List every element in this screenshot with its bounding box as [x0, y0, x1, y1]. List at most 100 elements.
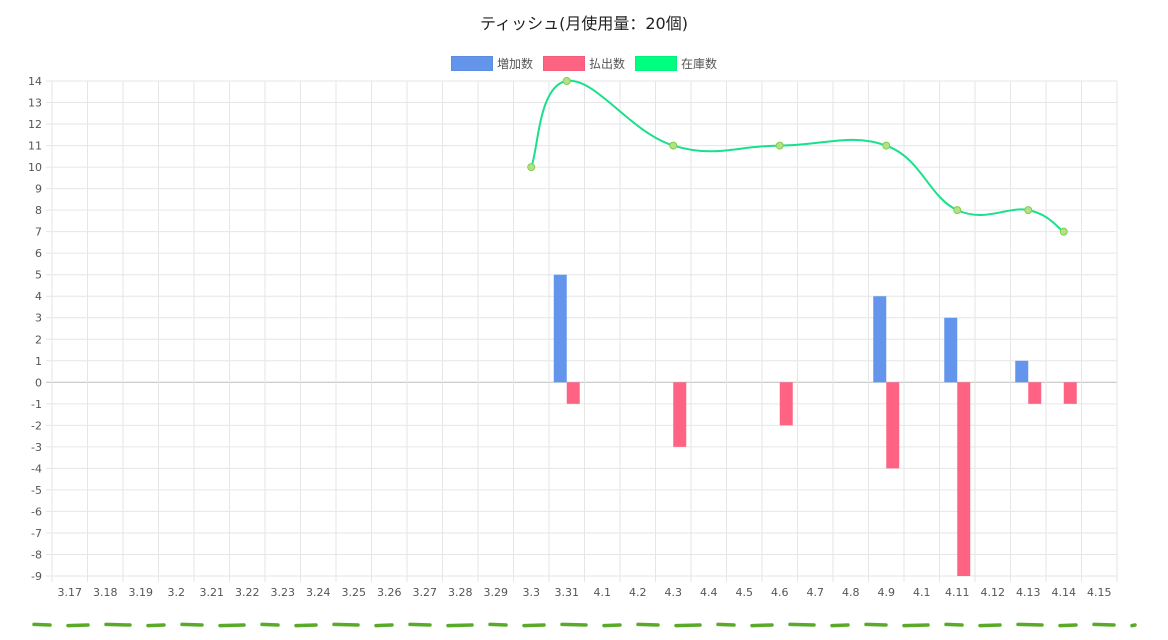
decorative-dash: [218, 623, 246, 628]
legend-item-stock[interactable]: 在庫数: [635, 55, 717, 72]
x-tick-label: 3.2: [168, 586, 186, 599]
legend-swatch-stock: [635, 56, 677, 71]
y-tick-label: 3: [35, 312, 42, 325]
y-tick-label: -9: [31, 570, 42, 583]
legend-label-increase: 増加数: [496, 57, 533, 71]
decorative-dash: [602, 623, 622, 628]
bar-withdrawal: [886, 382, 900, 469]
decorative-dash: [674, 623, 702, 628]
x-tick-label: 4.4: [700, 586, 718, 599]
bar-increase: [944, 317, 958, 383]
y-tick-label: -4: [31, 462, 42, 475]
x-tick-label: 3.29: [484, 586, 509, 599]
decorative-dash: [32, 622, 52, 627]
decorative-dash: [1058, 623, 1078, 628]
bar-withdrawal: [566, 382, 580, 404]
y-tick-label: -3: [31, 441, 42, 454]
y-tick-label: -6: [31, 505, 42, 518]
chart-title: ティッシュ(月使用量：20個): [480, 14, 688, 33]
x-tick-label: 3.25: [342, 586, 367, 599]
decorative-dash: [146, 623, 166, 628]
x-tick-label: 3.31: [555, 586, 580, 599]
legend-swatch-withdrawal: [542, 56, 585, 71]
stock-point: [953, 206, 962, 215]
y-tick-label: -5: [31, 484, 42, 497]
x-tick-label: 3.26: [377, 586, 402, 599]
x-tick-label: 4.2: [629, 586, 647, 599]
x-tick-label: 4.14: [1052, 586, 1077, 599]
bar-increase: [1015, 360, 1029, 383]
x-tick-label: 3.18: [93, 586, 118, 599]
y-tick-label: -2: [31, 419, 42, 432]
x-tick-label: 3.28: [448, 586, 473, 599]
x-tick-label: 4.5: [736, 586, 754, 599]
y-tick-label: 2: [35, 333, 42, 346]
x-tick-label: 3.21: [200, 586, 225, 599]
x-tick-label: 3.17: [58, 586, 83, 599]
decorative-dash: [830, 623, 850, 628]
stock-point: [882, 141, 891, 150]
x-tick-label: 3.3: [523, 586, 541, 599]
decorative-dash: [180, 622, 204, 627]
x-tick-label: 3.27: [413, 586, 438, 599]
stock-point: [1059, 227, 1068, 236]
decorative-dash: [636, 622, 660, 627]
bar-withdrawal: [1028, 382, 1042, 404]
y-tick-label: 14: [28, 75, 42, 88]
legend: 増加数 払出数 在庫数: [0, 55, 1168, 72]
y-tick-label: 0: [35, 376, 42, 389]
y-tick-label: 1: [35, 355, 42, 368]
x-tick-label: 4.1: [913, 586, 931, 599]
decorative-dash: [864, 622, 888, 627]
y-tick-label: 11: [28, 140, 42, 153]
x-tick-label: 4.12: [981, 586, 1006, 599]
y-tick-label: 4: [35, 290, 42, 303]
decorative-dash: [522, 623, 546, 628]
bar-withdrawal: [957, 382, 971, 576]
decorative-dash: [104, 622, 132, 627]
legend-item-increase[interactable]: 増加数: [450, 55, 533, 72]
x-tick-label: 4.13: [1016, 586, 1041, 599]
x-tick-label: 3.22: [235, 586, 260, 599]
y-tick-label: 10: [28, 161, 42, 174]
legend-item-withdrawal[interactable]: 払出数: [542, 55, 625, 72]
decorative-dash: [446, 623, 474, 628]
decorative-dash: [716, 622, 736, 627]
y-tick-label: 6: [35, 247, 42, 260]
decorative-dash: [260, 622, 280, 627]
x-tick-label: 3.24: [306, 586, 331, 599]
decorative-dash: [332, 622, 360, 627]
bar-increase: [873, 296, 887, 383]
y-tick-label: -7: [31, 527, 42, 540]
stock-point: [527, 163, 536, 172]
legend-label-stock: 在庫数: [681, 57, 718, 71]
decorative-dash: [1016, 622, 1044, 627]
y-tick-label: -8: [31, 548, 42, 561]
decorative-dash: [374, 623, 394, 628]
y-tick-label: 12: [28, 118, 42, 131]
decorative-dash: [408, 622, 432, 627]
x-tick-label: 4.7: [807, 586, 825, 599]
bar-increase: [553, 274, 567, 383]
decorative-dash: [560, 622, 588, 627]
x-tick-label: 3.23: [271, 586, 296, 599]
decorative-dash: [294, 623, 318, 628]
bar-withdrawal: [673, 382, 687, 447]
decorative-dash: [1092, 622, 1116, 627]
legend-swatch-increase: [450, 56, 493, 71]
decorative-dash: [978, 623, 1002, 628]
decorative-dash: [66, 623, 90, 628]
stock-point: [1024, 206, 1033, 215]
x-tick-label: 4.3: [665, 586, 683, 599]
decorative-dash: [1130, 623, 1137, 628]
x-tick-label: 3.19: [129, 586, 154, 599]
stock-point: [775, 141, 784, 150]
y-tick-label: 5: [35, 269, 42, 282]
decorative-dash: [488, 622, 508, 627]
bar-withdrawal: [779, 382, 793, 426]
decorative-dash: [788, 622, 816, 627]
stock-point: [669, 141, 678, 150]
x-tick-label: 4.15: [1087, 586, 1112, 599]
y-tick-label: -1: [31, 398, 42, 411]
